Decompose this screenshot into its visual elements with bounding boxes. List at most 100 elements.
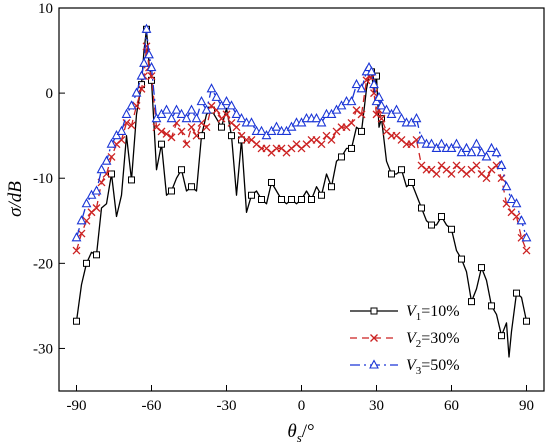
series-1-point	[278, 196, 285, 203]
series-3-point	[351, 78, 362, 89]
legend-marker	[370, 334, 378, 342]
series-2-point	[157, 127, 166, 136]
series-1-point	[288, 196, 295, 203]
series-1-point	[318, 191, 325, 199]
series-3-point	[139, 57, 149, 67]
series-3-point	[144, 49, 154, 59]
y-tick-label: -20	[33, 256, 53, 272]
series-3-point	[191, 112, 202, 123]
series-3-point	[366, 66, 377, 76]
series-3-point	[486, 142, 497, 152]
series-3-point	[131, 87, 142, 97]
series-2-point	[127, 121, 136, 130]
legend-label: V2=30%	[406, 330, 460, 350]
series-2-point	[482, 174, 491, 183]
series-2-point	[370, 89, 378, 98]
series-1-point	[458, 255, 465, 263]
series-2-point	[72, 246, 81, 255]
series-2-point	[107, 152, 116, 161]
series-3-point	[126, 100, 137, 110]
series-1-point	[258, 196, 265, 203]
series-3-point	[396, 112, 407, 123]
series-1-point	[523, 317, 530, 325]
series-2-point	[167, 133, 176, 142]
series-3-point	[91, 185, 102, 195]
y-tick-label: -30	[33, 341, 53, 357]
series-1-point	[228, 132, 235, 140]
y-tick-label: 10	[38, 1, 53, 17]
series-3-point	[506, 193, 517, 204]
series-2-point	[317, 140, 326, 149]
series-3-point	[246, 117, 257, 127]
series-2-point	[222, 110, 231, 119]
series-3-point	[206, 83, 217, 93]
series-1-point	[398, 166, 405, 174]
series-3-point	[211, 91, 222, 101]
series-1-point	[178, 166, 185, 174]
series-2	[72, 42, 531, 255]
series-3-point	[311, 112, 322, 123]
series-3-point	[471, 138, 482, 148]
series-2-point	[377, 114, 386, 123]
series-3-point	[171, 104, 182, 114]
legend-label: V3=50%	[406, 357, 460, 377]
series-2-point	[347, 118, 356, 127]
series-1-point	[328, 183, 335, 191]
series-3-point	[466, 147, 477, 157]
series-1-point	[308, 196, 315, 203]
series-1-point	[438, 213, 445, 221]
series-3-point	[374, 91, 384, 101]
series-3-point	[346, 95, 357, 106]
series-2-point	[187, 123, 196, 132]
series-3-point	[376, 100, 387, 110]
series-3-point	[501, 181, 512, 191]
series-2-point	[362, 76, 371, 85]
series-3-point	[491, 147, 502, 157]
series-2-point	[512, 212, 521, 221]
series-3-point	[196, 95, 207, 106]
series-1-point	[93, 251, 100, 259]
x-tick-label: 30	[369, 398, 384, 414]
series-3-point	[161, 104, 172, 114]
series-1-point	[388, 170, 395, 178]
series-2-point	[327, 135, 336, 144]
series-1-point	[338, 153, 345, 161]
x-tick-label: -90	[67, 398, 87, 414]
series-3-point	[81, 198, 92, 208]
y-tick-label: -10	[33, 171, 53, 187]
series-1-point	[408, 178, 415, 186]
series-3-point	[186, 104, 197, 114]
x-tick-label: -30	[217, 398, 237, 414]
series-1-point	[83, 259, 90, 267]
series-3-point	[236, 112, 247, 123]
series-1-point	[348, 144, 355, 152]
y-axis-title: σ/dB	[5, 181, 26, 217]
series-3-point	[481, 151, 492, 161]
series-2-point	[92, 204, 101, 212]
series-3	[71, 23, 532, 242]
axis-ticks: -90 -60 -30 0 30 60 90 10 0 -10 -20 -30	[33, 1, 534, 414]
legend-item-1: V1=10%	[350, 303, 460, 323]
series-3-point	[76, 215, 87, 225]
series-3-point	[121, 108, 132, 118]
series-2-point	[432, 170, 441, 178]
series-3-point	[226, 100, 237, 110]
series-1-point	[513, 289, 520, 297]
x-axis-title: θs/°	[287, 421, 314, 444]
series-1-point	[108, 170, 115, 178]
series-3-point	[101, 155, 112, 165]
series-3-point	[176, 108, 187, 118]
series-1-point	[488, 302, 495, 310]
series-2-point	[192, 131, 201, 140]
series-2-point	[357, 110, 366, 119]
series-1-point	[498, 332, 505, 340]
x-tick-label: 60	[444, 398, 459, 414]
series-3-point	[356, 83, 367, 93]
series-3-point	[231, 108, 242, 118]
series-1-point	[248, 191, 255, 199]
x-tick-label: -60	[142, 398, 162, 414]
series-3-point	[476, 147, 487, 157]
series-3-point	[461, 142, 472, 152]
series-2-point	[137, 84, 146, 93]
